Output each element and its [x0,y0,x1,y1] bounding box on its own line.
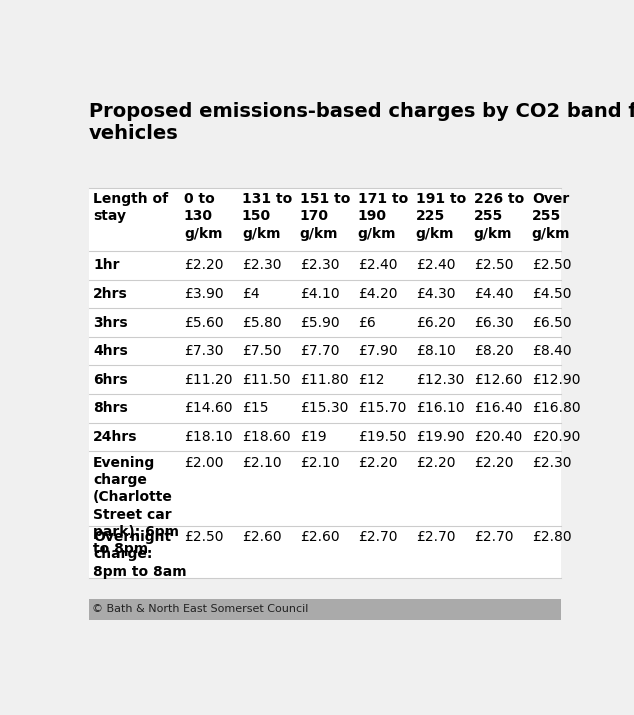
Text: Overnight
charge:
8pm to 8am: Overnight charge: 8pm to 8am [93,530,186,578]
Text: £2.30: £2.30 [242,258,281,272]
FancyBboxPatch shape [89,599,561,620]
Text: 151 to
170
g/km: 151 to 170 g/km [300,192,350,241]
Text: £15.30: £15.30 [300,401,348,415]
Text: £2.40: £2.40 [358,258,398,272]
Text: 226 to
255
g/km: 226 to 255 g/km [474,192,524,241]
Text: £7.70: £7.70 [300,344,339,358]
Text: 131 to
150
g/km: 131 to 150 g/km [242,192,292,241]
FancyBboxPatch shape [89,187,561,578]
Text: £12.30: £12.30 [416,373,464,387]
Text: £2.50: £2.50 [532,258,571,272]
Text: £2.50: £2.50 [474,258,514,272]
Text: 4hrs: 4hrs [93,344,128,358]
Text: £2.30: £2.30 [532,455,571,470]
Text: £2.30: £2.30 [300,258,339,272]
Text: £7.30: £7.30 [184,344,223,358]
Text: £18.60: £18.60 [242,430,290,444]
Text: £3.90: £3.90 [184,287,224,301]
Text: £2.50: £2.50 [184,530,223,544]
Text: 191 to
225
g/km: 191 to 225 g/km [416,192,466,241]
Text: £2.20: £2.20 [416,455,455,470]
Text: 6hrs: 6hrs [93,373,127,387]
Text: £11.50: £11.50 [242,373,290,387]
Text: £4.20: £4.20 [358,287,398,301]
Text: £4: £4 [242,287,259,301]
Text: £4.50: £4.50 [532,287,571,301]
Text: £4.40: £4.40 [474,287,514,301]
Text: £6: £6 [358,315,375,330]
Text: £6.30: £6.30 [474,315,514,330]
Text: £2.60: £2.60 [242,530,281,544]
Text: £19.50: £19.50 [358,430,406,444]
Text: £8.20: £8.20 [474,344,514,358]
Text: £2.20: £2.20 [474,455,514,470]
Text: Over
255
g/km: Over 255 g/km [532,192,571,241]
Text: £2.20: £2.20 [358,455,398,470]
Text: Proposed emissions-based charges by CO2 band for diesel
vehicles: Proposed emissions-based charges by CO2 … [89,102,634,143]
Text: £2.70: £2.70 [358,530,398,544]
Text: £6.20: £6.20 [416,315,455,330]
Text: £2.10: £2.10 [242,455,281,470]
Text: £14.60: £14.60 [184,401,233,415]
Text: £15.70: £15.70 [358,401,406,415]
Text: 2hrs: 2hrs [93,287,128,301]
Text: £19.90: £19.90 [416,430,465,444]
Text: £16.10: £16.10 [416,401,465,415]
Text: Evening
charge
(Charlotte
Street car
park): 6pm
to 8pm: Evening charge (Charlotte Street car par… [93,455,179,556]
Text: £8.10: £8.10 [416,344,456,358]
Text: £12: £12 [358,373,384,387]
Text: £4.30: £4.30 [416,287,455,301]
Text: £5.90: £5.90 [300,315,339,330]
Text: £11.80: £11.80 [300,373,349,387]
Text: £2.20: £2.20 [184,258,223,272]
Text: £7.50: £7.50 [242,344,281,358]
Text: £2.00: £2.00 [184,455,223,470]
Text: 3hrs: 3hrs [93,315,127,330]
Text: £16.40: £16.40 [474,401,522,415]
Text: £7.90: £7.90 [358,344,398,358]
Text: £16.80: £16.80 [532,401,580,415]
Text: £4.10: £4.10 [300,287,339,301]
Text: £19: £19 [300,430,327,444]
Text: £12.90: £12.90 [532,373,580,387]
Text: 1hr: 1hr [93,258,119,272]
Text: £18.10: £18.10 [184,430,233,444]
Text: £5.60: £5.60 [184,315,224,330]
Text: Length of
stay: Length of stay [93,192,168,223]
Text: £2.80: £2.80 [532,530,571,544]
Text: £20.40: £20.40 [474,430,522,444]
Text: £11.20: £11.20 [184,373,233,387]
Text: £2.40: £2.40 [416,258,455,272]
Text: £20.90: £20.90 [532,430,580,444]
Text: 0 to
130
g/km: 0 to 130 g/km [184,192,223,241]
Text: £2.10: £2.10 [300,455,339,470]
Text: © Bath & North East Somerset Council: © Bath & North East Somerset Council [91,604,308,614]
Text: £5.80: £5.80 [242,315,281,330]
Text: £8.40: £8.40 [532,344,571,358]
Text: £2.70: £2.70 [474,530,514,544]
Text: £2.70: £2.70 [416,530,455,544]
Text: 8hrs: 8hrs [93,401,128,415]
Text: £2.60: £2.60 [300,530,339,544]
Text: £12.60: £12.60 [474,373,522,387]
Text: £15: £15 [242,401,268,415]
Text: 24hrs: 24hrs [93,430,138,444]
Text: £6.50: £6.50 [532,315,571,330]
Text: 171 to
190
g/km: 171 to 190 g/km [358,192,408,241]
